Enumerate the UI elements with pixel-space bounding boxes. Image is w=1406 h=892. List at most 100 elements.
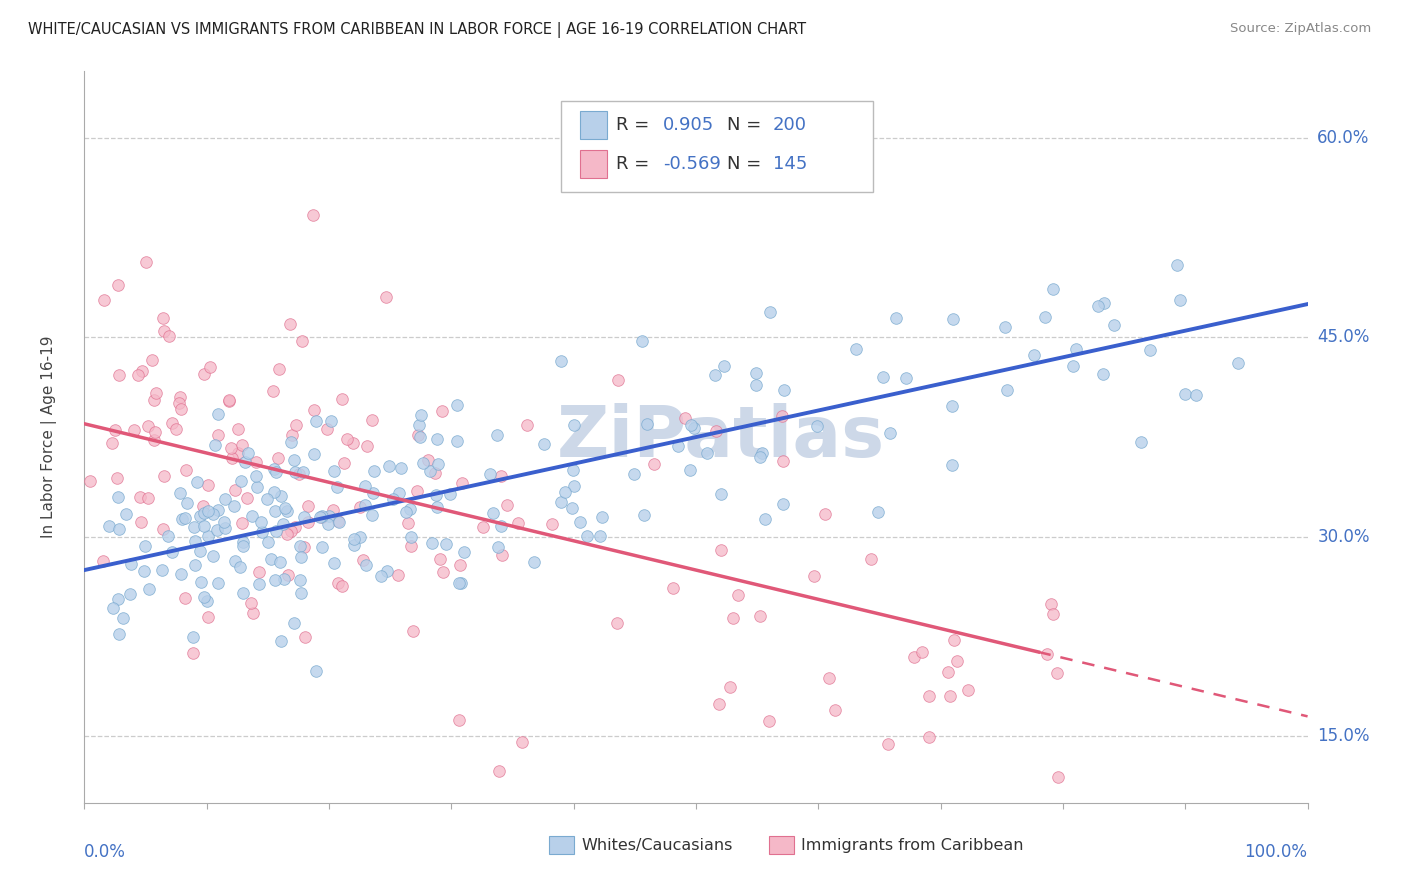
Text: ZiPatlas: ZiPatlas	[557, 402, 884, 472]
Point	[727, 588, 749, 602]
Text: N =: N =	[727, 116, 761, 134]
Point	[143, 433, 166, 447]
Point	[138, 491, 160, 505]
Point	[758, 304, 780, 318]
Point	[643, 457, 665, 471]
Point	[302, 208, 325, 222]
Point	[79, 474, 101, 488]
Text: -0.569: -0.569	[664, 155, 721, 173]
Point	[134, 539, 156, 553]
Point	[250, 516, 273, 530]
Point	[174, 463, 197, 477]
Point	[292, 509, 315, 524]
Point	[363, 464, 385, 478]
Point	[271, 516, 294, 531]
Point	[1046, 665, 1069, 680]
Point	[170, 512, 193, 526]
Point	[662, 581, 685, 595]
Point	[318, 508, 340, 523]
Point	[226, 422, 249, 436]
Point	[406, 483, 429, 498]
Point	[941, 458, 963, 472]
Point	[270, 634, 292, 648]
Point	[872, 370, 894, 384]
Point	[278, 317, 301, 331]
Point	[770, 409, 793, 423]
Point	[748, 450, 770, 464]
Point	[93, 293, 115, 307]
Point	[488, 764, 510, 779]
Point	[157, 328, 180, 343]
Text: 200: 200	[773, 116, 807, 134]
Point	[349, 530, 371, 544]
Point	[165, 422, 187, 436]
Point	[141, 353, 163, 368]
Point	[160, 416, 183, 430]
Point	[332, 579, 354, 593]
Point	[205, 523, 228, 537]
Point	[280, 434, 302, 449]
Point	[276, 526, 298, 541]
Point	[803, 569, 825, 583]
Point	[1022, 349, 1045, 363]
Point	[423, 467, 446, 481]
Point	[409, 409, 432, 423]
Point	[193, 506, 215, 520]
Point	[375, 290, 398, 304]
FancyBboxPatch shape	[579, 111, 606, 138]
Point	[191, 499, 214, 513]
Point	[994, 320, 1017, 334]
Point	[291, 334, 314, 348]
Point	[673, 411, 696, 425]
Point	[273, 501, 295, 516]
Point	[197, 478, 219, 492]
Text: 0.905: 0.905	[664, 116, 714, 134]
Point	[877, 737, 900, 751]
Point	[193, 519, 215, 533]
Point	[193, 591, 215, 605]
Point	[263, 485, 285, 500]
Point	[879, 425, 901, 440]
Point	[446, 398, 468, 412]
Point	[218, 393, 240, 408]
Point	[942, 633, 965, 648]
Point	[576, 529, 599, 543]
Point	[550, 495, 572, 509]
Point	[193, 368, 215, 382]
Point	[540, 516, 562, 531]
Point	[388, 486, 411, 500]
Point	[451, 476, 474, 491]
Point	[354, 558, 377, 572]
Point	[328, 516, 350, 530]
Point	[425, 488, 447, 502]
Point	[343, 538, 366, 552]
Point	[111, 611, 134, 625]
Point	[129, 490, 152, 504]
Point	[267, 361, 290, 376]
Point	[430, 403, 453, 417]
Point	[1064, 342, 1087, 356]
Point	[486, 540, 509, 554]
Point	[190, 509, 212, 524]
Point	[395, 505, 418, 519]
Point	[302, 403, 325, 417]
Point	[377, 459, 399, 474]
Point	[439, 487, 461, 501]
Point	[485, 428, 508, 442]
Point	[396, 516, 419, 531]
Point	[115, 507, 138, 521]
Point	[124, 423, 146, 437]
Point	[349, 500, 371, 515]
Text: Whites/Caucasians: Whites/Caucasians	[581, 838, 733, 853]
Point	[772, 497, 794, 511]
Point	[292, 540, 315, 554]
Point	[516, 417, 538, 432]
Point	[1091, 367, 1114, 381]
Point	[322, 503, 344, 517]
Point	[284, 520, 307, 534]
Point	[288, 467, 311, 481]
Point	[1168, 293, 1191, 307]
Point	[633, 508, 655, 523]
Point	[294, 631, 316, 645]
Point	[939, 689, 962, 703]
